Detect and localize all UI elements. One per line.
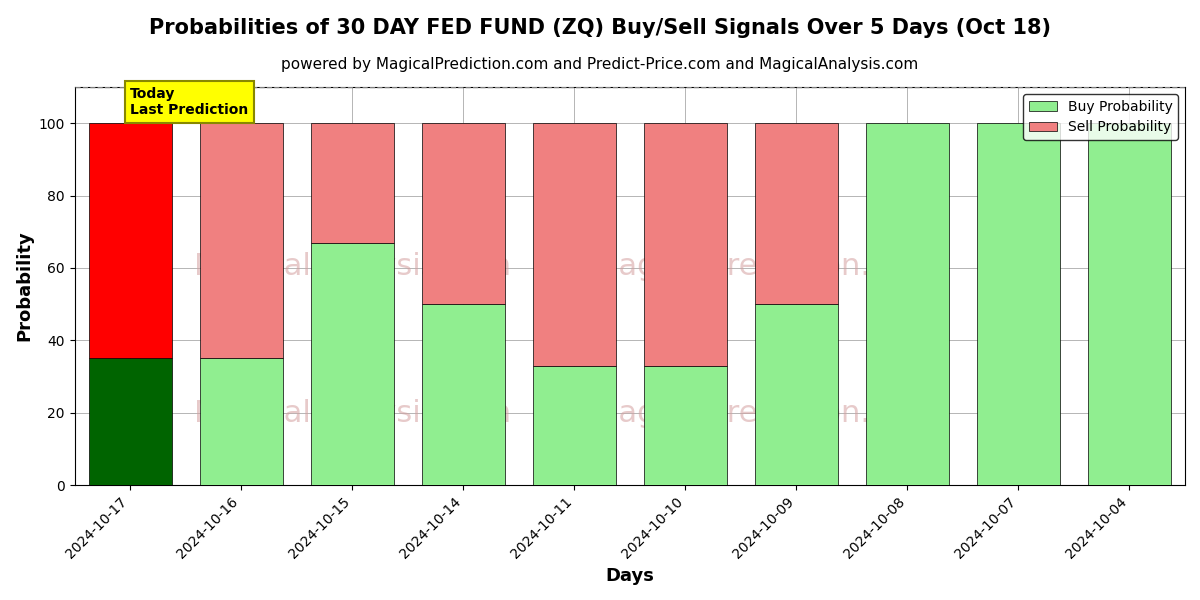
- Bar: [755, 123, 838, 304]
- Bar: [421, 304, 505, 485]
- Bar: [311, 242, 394, 485]
- Bar: [89, 123, 172, 358]
- Bar: [755, 304, 838, 485]
- Text: MagicalAnalysis.com: MagicalAnalysis.com: [193, 251, 511, 281]
- Bar: [643, 366, 727, 485]
- Legend: Buy Probability, Sell Probability: Buy Probability, Sell Probability: [1024, 94, 1178, 140]
- Bar: [421, 123, 505, 304]
- Bar: [533, 123, 616, 366]
- Text: powered by MagicalPrediction.com and Predict-Price.com and MagicalAnalysis.com: powered by MagicalPrediction.com and Pre…: [281, 57, 919, 72]
- Text: Today
Last Prediction: Today Last Prediction: [130, 87, 248, 117]
- Text: MagicalPrediction.com: MagicalPrediction.com: [592, 399, 935, 428]
- Text: MagicalAnalysis.com: MagicalAnalysis.com: [193, 399, 511, 428]
- Y-axis label: Probability: Probability: [16, 231, 34, 341]
- Bar: [199, 123, 283, 358]
- Text: MagicalPrediction.com: MagicalPrediction.com: [592, 251, 935, 281]
- X-axis label: Days: Days: [605, 567, 654, 585]
- Bar: [311, 123, 394, 242]
- Bar: [1088, 123, 1171, 485]
- Bar: [643, 123, 727, 366]
- Bar: [865, 123, 949, 485]
- Bar: [533, 366, 616, 485]
- Text: Probabilities of 30 DAY FED FUND (ZQ) Buy/Sell Signals Over 5 Days (Oct 18): Probabilities of 30 DAY FED FUND (ZQ) Bu…: [149, 18, 1051, 38]
- Bar: [977, 123, 1060, 485]
- Bar: [89, 358, 172, 485]
- Bar: [199, 358, 283, 485]
